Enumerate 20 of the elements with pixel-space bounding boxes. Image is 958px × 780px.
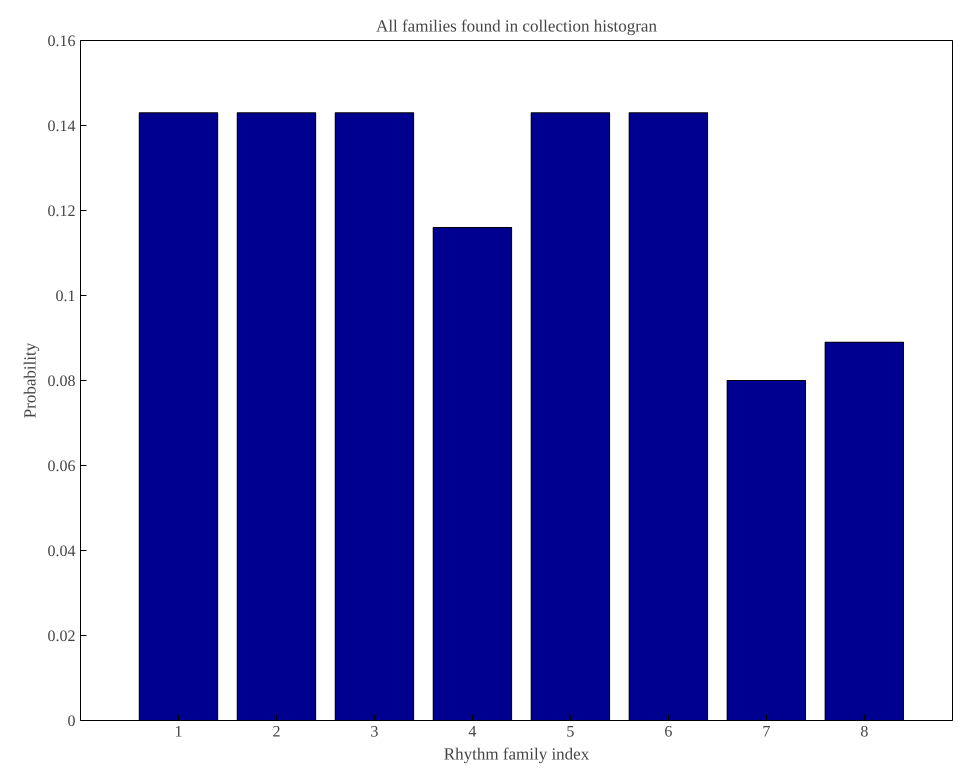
y-tick-label: 0.04 [48,543,76,560]
x-tick-label: 7 [762,724,770,740]
chart-title: All families found in collection histogran [376,16,658,36]
x-tick-label: 2 [272,724,280,740]
y-tick-label: 0.12 [48,203,76,220]
y-tick-label: 0.16 [48,33,76,50]
x-tick-label: 6 [664,724,672,740]
x-tick-label: 4 [468,724,476,740]
x-axis-title: Rhythm family index [444,744,590,764]
x-tick-label: 3 [370,724,378,740]
y-axis-title: Probability [20,342,40,418]
x-tick-label: 8 [860,724,868,740]
x-tick-label: 1 [174,724,182,740]
y-tick-label: 0 [68,713,76,730]
y-tick-label: 0.02 [48,628,76,645]
y-tick-label: 0.08 [48,373,76,390]
y-tick-label: 0.14 [48,118,76,135]
y-tick-label: 0.06 [48,458,76,475]
x-tick-label: 5 [566,724,574,740]
y-tick-label: 0.1 [56,288,76,305]
